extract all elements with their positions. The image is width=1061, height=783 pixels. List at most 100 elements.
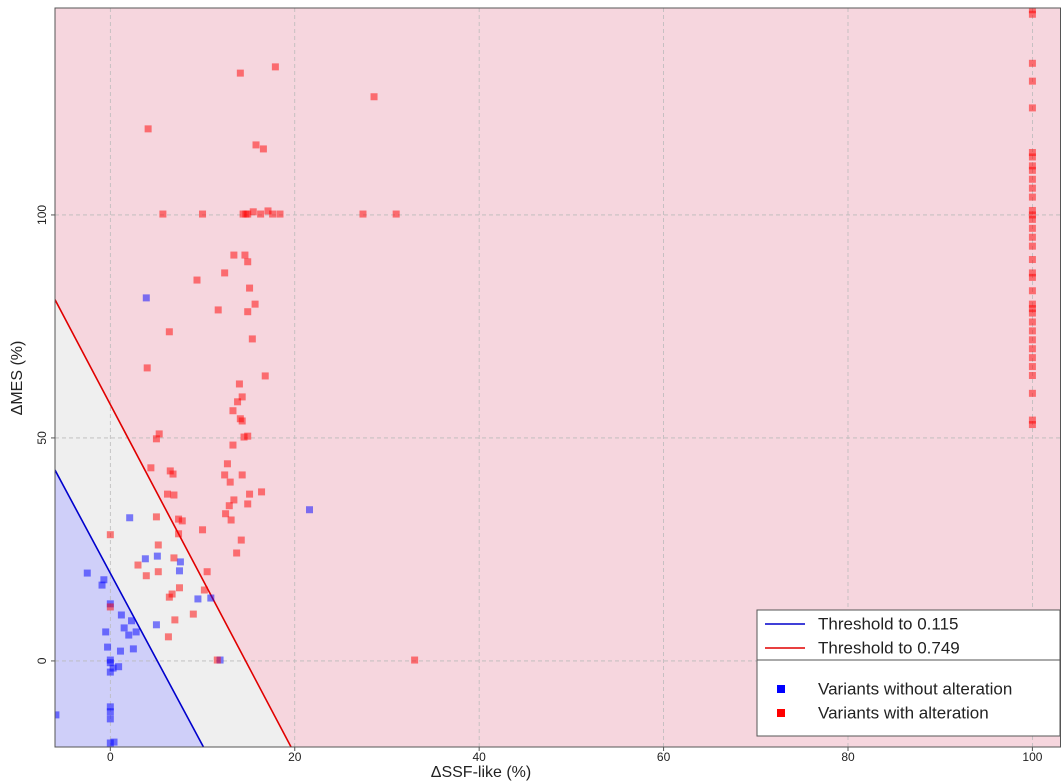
x-tick-label: 100 <box>1022 750 1042 764</box>
point <box>246 490 254 498</box>
point <box>234 398 242 406</box>
point <box>102 628 110 636</box>
point <box>117 611 125 619</box>
point <box>132 628 140 636</box>
plot-area <box>55 8 1061 747</box>
point <box>165 328 173 336</box>
point <box>169 470 177 478</box>
point <box>199 526 207 534</box>
point <box>1028 421 1036 429</box>
point <box>222 510 230 518</box>
point <box>143 364 151 372</box>
point <box>223 460 231 468</box>
point <box>233 549 241 557</box>
point <box>276 210 284 218</box>
point <box>1028 363 1036 371</box>
point <box>134 561 142 569</box>
legend-box <box>756 659 1061 737</box>
point <box>246 284 254 292</box>
point <box>194 595 202 603</box>
point <box>106 703 114 711</box>
point <box>229 407 237 415</box>
point <box>1028 305 1036 313</box>
point <box>240 433 248 441</box>
overlay: 0 20 40 60 80 100 0 50 100 Threshold to 0.115 Thre… <box>35 7 1061 764</box>
point <box>193 276 201 284</box>
point <box>252 141 260 149</box>
point <box>106 739 114 747</box>
point <box>1028 300 1036 308</box>
x-axis-label: ΔSSF-like (%) <box>431 764 531 781</box>
point <box>106 668 114 676</box>
point <box>1028 215 1036 223</box>
point <box>1028 10 1036 18</box>
point <box>175 584 183 592</box>
point <box>152 621 160 629</box>
point <box>203 568 211 576</box>
point <box>238 393 246 401</box>
point <box>1028 345 1036 353</box>
point <box>1028 104 1036 112</box>
point <box>115 663 123 671</box>
point <box>175 530 183 538</box>
point <box>1028 269 1036 277</box>
point <box>164 633 172 641</box>
point <box>236 69 244 77</box>
legend-label: Threshold to 0.115 <box>818 614 959 633</box>
point <box>1028 371 1036 379</box>
point <box>98 581 106 589</box>
point <box>213 656 221 664</box>
threshold-line <box>55 299 292 747</box>
point <box>100 576 108 584</box>
point <box>259 145 267 153</box>
y-tick-label: 50 <box>35 431 49 445</box>
point <box>106 659 114 667</box>
point <box>155 430 163 438</box>
point <box>141 555 149 563</box>
point <box>1028 309 1036 317</box>
y-axis-label: ΔMES (%) <box>9 341 26 416</box>
point <box>189 610 197 618</box>
point <box>1028 184 1036 192</box>
point <box>175 515 183 523</box>
point <box>1028 318 1036 326</box>
point <box>152 435 160 443</box>
point <box>163 490 171 498</box>
point <box>153 552 161 560</box>
point <box>1028 193 1036 201</box>
point <box>214 306 222 314</box>
legend-marker <box>777 685 785 693</box>
point <box>106 531 114 539</box>
point <box>154 541 162 549</box>
point <box>226 478 234 486</box>
point <box>128 617 136 625</box>
point <box>104 643 112 651</box>
point <box>248 335 256 343</box>
point <box>159 210 167 218</box>
point <box>154 568 162 576</box>
point <box>171 616 179 624</box>
point <box>264 207 272 215</box>
point <box>125 631 133 639</box>
point <box>238 471 246 479</box>
point <box>129 645 137 653</box>
legend-label: Threshold to 0.749 <box>818 638 960 657</box>
point <box>1028 336 1036 344</box>
point <box>178 517 186 525</box>
point <box>251 300 259 308</box>
point <box>165 593 173 601</box>
point <box>305 506 313 514</box>
point <box>258 488 266 496</box>
point <box>200 586 208 594</box>
threshold-line <box>55 469 205 747</box>
x-tick-label: 60 <box>657 750 671 764</box>
x-tick-label: 0 <box>107 750 114 764</box>
point <box>106 708 114 716</box>
point <box>230 251 238 259</box>
point <box>176 558 184 566</box>
point <box>1028 354 1036 362</box>
point <box>230 496 238 504</box>
legend-label: Variants with alteration <box>818 703 989 722</box>
point <box>126 514 134 522</box>
